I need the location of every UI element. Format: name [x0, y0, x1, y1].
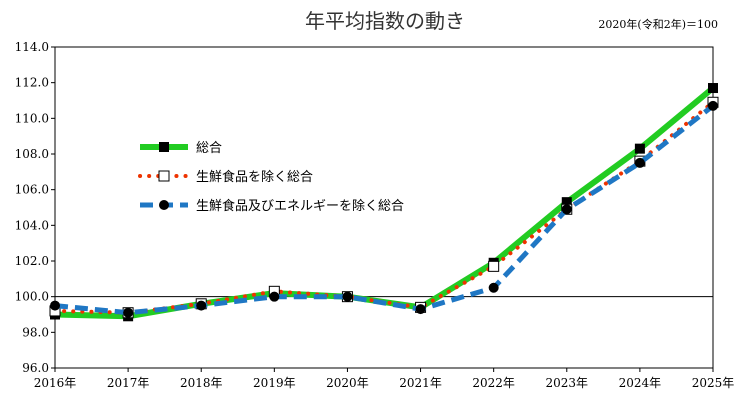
data-point — [196, 300, 207, 311]
data-point — [50, 300, 60, 311]
data-point — [159, 200, 169, 210]
axes: 96.0 98.0 100.0 102.0 104.0 106.0 108.0 110.0 11… — [15, 40, 735, 390]
y-tick-label: 98.0 — [22, 325, 49, 339]
legend-entry: 生鮮食品及びエネルギーを除く総合 — [140, 198, 404, 214]
data-point — [488, 260, 500, 272]
y-tick-label: 108.0 — [15, 147, 49, 161]
chart-note: 2020年(令和2年)＝100 — [598, 17, 718, 31]
x-tick-label: 2024年 — [619, 376, 662, 390]
data-point — [123, 307, 134, 318]
series-layer — [49, 83, 719, 322]
data-point — [159, 142, 169, 152]
series-line — [54, 103, 715, 316]
y-tick-label: 100.0 — [15, 290, 49, 304]
chart-title: 年平均指数の動き — [305, 9, 465, 33]
legend-label: 生鮮食品を除く総合 — [196, 169, 313, 185]
y-tick-label: 106.0 — [15, 183, 49, 197]
y-tick-label: 112.0 — [15, 76, 49, 90]
x-tick-label: 2017年 — [107, 376, 150, 390]
data-point — [158, 170, 170, 182]
x-tick-label: 2022年 — [472, 376, 515, 390]
y-tick-label: 104.0 — [15, 218, 49, 232]
x-tick-label: 2018年 — [180, 376, 223, 390]
data-point — [561, 204, 572, 215]
x-tick-label: 2021年 — [399, 376, 442, 390]
data-point — [488, 282, 499, 293]
legend-label: 生鮮食品及びエネルギーを除く総合 — [196, 198, 404, 214]
x-tick-label: 2023年 — [546, 376, 589, 390]
legend-entry: 総合 — [140, 141, 222, 156]
data-point — [634, 143, 645, 154]
y-tick-label: 96.0 — [22, 361, 49, 375]
y-tick-label: 110.0 — [15, 111, 49, 125]
y-tick-label: 102.0 — [15, 254, 49, 268]
data-point — [708, 100, 718, 111]
data-point — [561, 197, 572, 208]
x-tick-label: 2025年 — [692, 376, 735, 390]
series-3 — [50, 100, 718, 318]
data-point — [634, 157, 645, 168]
data-point — [708, 83, 718, 94]
data-point — [269, 291, 280, 302]
x-tick-label: 2019年 — [253, 376, 296, 390]
x-tick-label: 2020年 — [326, 376, 369, 390]
data-point — [342, 291, 353, 302]
plot-frame — [54, 46, 714, 369]
data-point — [415, 304, 426, 315]
legend-label: 総合 — [196, 141, 222, 156]
legend-entry: 生鮮食品を除く総合 — [138, 169, 313, 185]
x-tick-label: 2016年 — [34, 376, 77, 390]
y-tick-label: 114.0 — [15, 40, 49, 54]
